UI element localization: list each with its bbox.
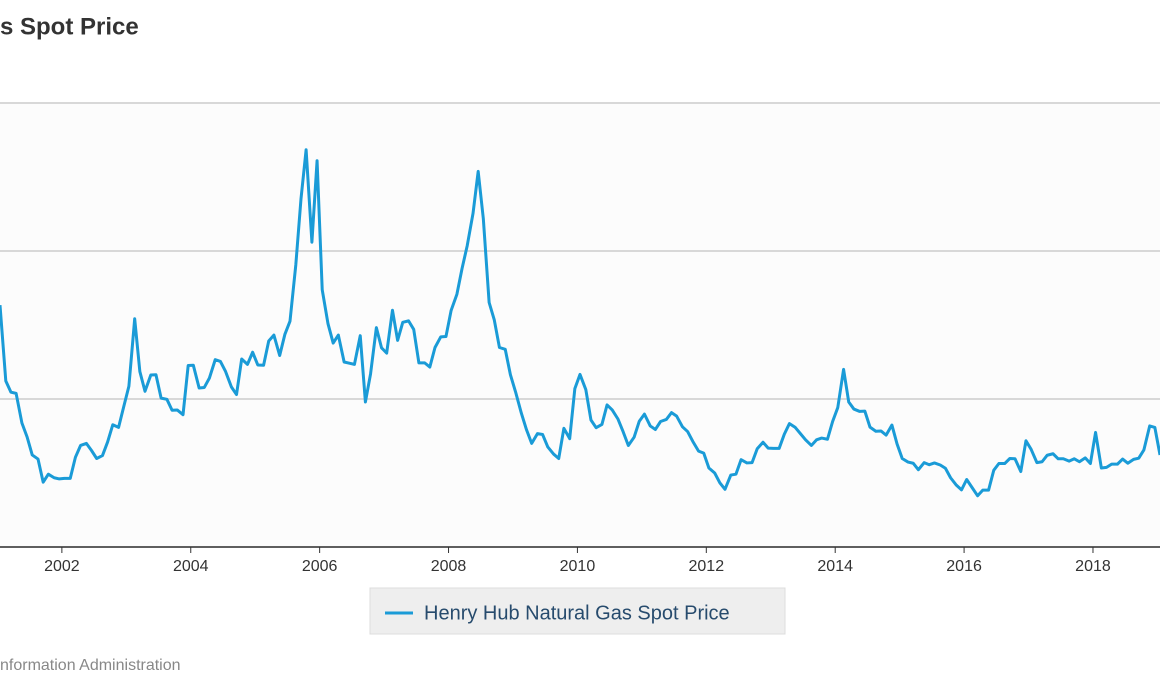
- x-tick-label: 2016: [946, 558, 982, 575]
- source-note: nformation Administration: [0, 657, 181, 674]
- chart-title: s Spot Price: [0, 13, 139, 40]
- x-tick-label: 2008: [431, 558, 467, 575]
- x-tick-label: 2012: [689, 558, 725, 575]
- x-tick-label: 2004: [173, 558, 209, 575]
- x-tick-label: 2014: [817, 558, 853, 575]
- legend-label: Henry Hub Natural Gas Spot Price: [424, 602, 730, 624]
- x-tick-label: 2010: [560, 558, 596, 575]
- x-tick-label: 2002: [44, 558, 80, 575]
- x-tick-label: 2006: [302, 558, 338, 575]
- plot-area: [0, 103, 1160, 547]
- legend: [369, 587, 786, 635]
- x-tick-label: 2018: [1075, 558, 1111, 575]
- data-line: [0, 148, 1160, 498]
